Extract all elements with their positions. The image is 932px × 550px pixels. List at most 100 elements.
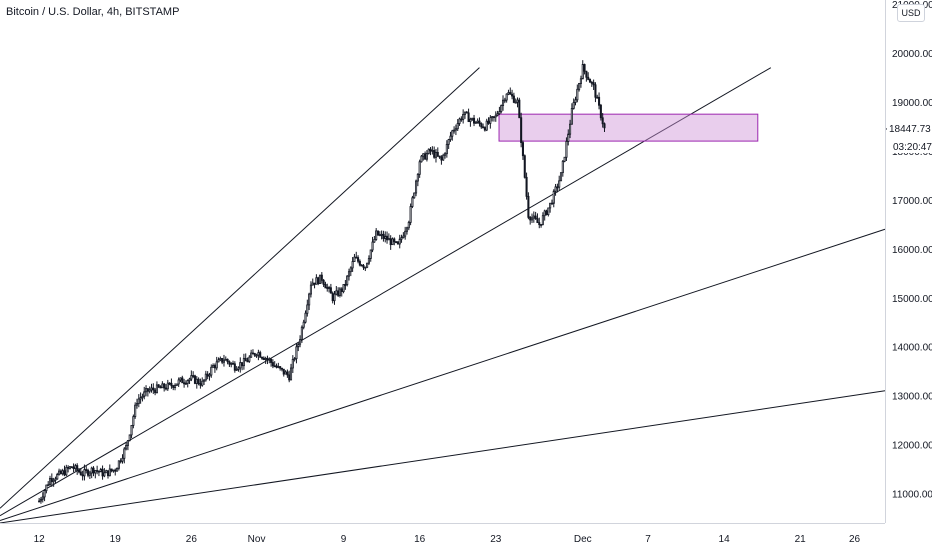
candle-body (478, 120, 481, 125)
candle-body (108, 468, 111, 477)
y-tick-label: 13000.00 (892, 392, 932, 403)
candle-body (106, 470, 110, 477)
candle-body (440, 156, 443, 161)
candle-body (391, 238, 394, 246)
x-tick-label: 9 (341, 534, 347, 545)
candle-body (371, 241, 374, 251)
candle-body (570, 108, 573, 125)
candle-body (70, 466, 73, 469)
candle-body (389, 238, 392, 246)
candle-body (451, 130, 454, 137)
candle-body (373, 239, 376, 243)
candle-body (204, 373, 207, 381)
candle-body (367, 258, 370, 264)
candle-body (72, 466, 75, 470)
candle-body (476, 120, 479, 123)
candle-body (222, 359, 226, 363)
candle-body (583, 64, 586, 72)
candle-body (134, 404, 137, 417)
candle-body (482, 126, 485, 129)
candle-body (201, 380, 204, 386)
candle-body (338, 288, 341, 296)
candle-body (159, 386, 162, 389)
candle-body (168, 382, 171, 385)
candle-body (585, 70, 588, 78)
trend-line-4[interactable] (0, 390, 886, 524)
candle-body (511, 93, 514, 97)
currency-button[interactable]: USD (897, 4, 925, 22)
candle-body (527, 195, 530, 218)
candle-body (224, 358, 227, 361)
candle-body (253, 353, 256, 356)
y-tick-label: 11000.00 (892, 490, 932, 501)
candle-body (358, 260, 361, 266)
candle-body (174, 385, 177, 388)
time-axis: 12 19 26 Nov 9 16 23 Dec 7 14 21 26 (34, 534, 861, 545)
candle-body (547, 207, 550, 216)
candle-body (313, 282, 316, 285)
candle-body (347, 271, 351, 277)
candle-body (302, 321, 305, 328)
candle-body (594, 84, 597, 98)
candle-body (384, 235, 387, 239)
candle-body (47, 484, 50, 487)
candle-body (61, 470, 64, 475)
trend-line-3[interactable] (0, 228, 886, 522)
candle-body (83, 469, 86, 477)
candle-body (59, 470, 62, 475)
candle-body (592, 82, 595, 86)
candle-body (164, 387, 168, 390)
candle-body (304, 312, 307, 323)
candle-body (324, 284, 327, 289)
last-price-label: 18447.73 (887, 124, 932, 135)
candle-body (179, 377, 182, 381)
candle-body (536, 218, 539, 224)
x-tick-label: 14 (719, 534, 731, 545)
candle-body (188, 378, 191, 381)
candle-body (404, 230, 407, 237)
trend-line-1[interactable] (0, 67, 480, 509)
candle-body (230, 362, 233, 365)
candle-body (411, 197, 414, 207)
candle-body (471, 117, 474, 120)
candle-body (541, 215, 544, 225)
candle-body (340, 288, 343, 292)
candle-body (262, 357, 265, 360)
x-tick-label: 12 (34, 534, 46, 545)
candle-body (297, 343, 300, 348)
candle-body (203, 379, 206, 382)
candle-body (195, 378, 198, 384)
candle-body (288, 374, 291, 381)
candle-body (462, 114, 465, 120)
candle-body (231, 362, 235, 365)
candle-body (503, 99, 506, 102)
candle-body (396, 241, 399, 245)
candle-body (355, 256, 358, 259)
candle-body (603, 123, 606, 129)
candle-body (447, 139, 450, 145)
candle-body (212, 365, 215, 368)
candle-body (299, 339, 302, 345)
candle-body (525, 176, 528, 197)
candle-body (456, 123, 459, 130)
candle-body (494, 114, 497, 118)
candle-body (67, 466, 70, 469)
candle-body (154, 389, 157, 394)
candle-body (532, 215, 535, 219)
candle-body (139, 397, 142, 400)
candle-body (425, 153, 428, 160)
candle-body (219, 357, 222, 361)
candle-body (170, 382, 173, 387)
candle-body (530, 217, 534, 221)
x-tick-label: Nov (248, 534, 266, 545)
candle-body (183, 382, 186, 385)
candle-body (99, 468, 102, 473)
resistance-zone[interactable] (498, 113, 759, 142)
x-tick-label: 16 (414, 534, 426, 545)
y-tick-label: 19000.00 (892, 98, 932, 109)
candle-body (378, 234, 381, 237)
countdown-label: 03:20:47 (891, 142, 932, 153)
x-tick-label: 26 (186, 534, 198, 545)
candle-body (137, 398, 140, 404)
